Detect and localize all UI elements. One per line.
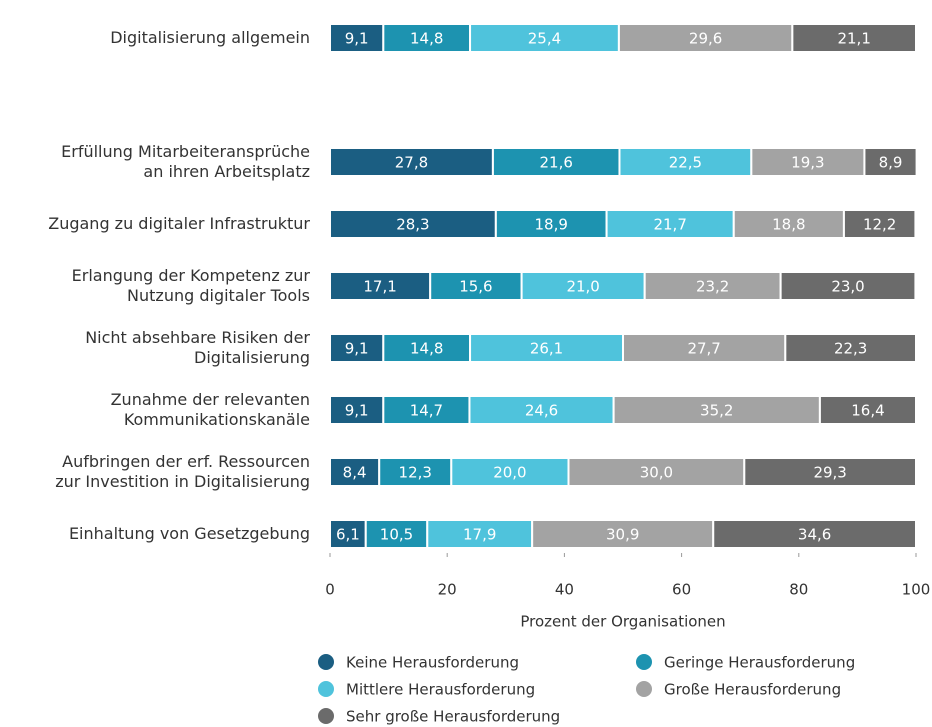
value-label: 23,2 [696, 278, 729, 296]
category-label: Digitalisierung allgemein [110, 28, 310, 47]
bar-segment [469, 23, 620, 53]
bar-segment [618, 147, 753, 177]
value-label: 8,4 [343, 464, 367, 482]
bar-segment [520, 271, 646, 301]
value-label: 21,7 [653, 216, 686, 234]
bar-segment [494, 209, 608, 239]
bar-segment [329, 271, 432, 301]
value-label: 28,3 [396, 216, 429, 234]
bar-segment [732, 209, 845, 239]
bar-segment [329, 23, 385, 53]
value-label: 16,4 [851, 402, 884, 420]
value-label: 23,0 [831, 278, 864, 296]
value-label: 6,1 [336, 526, 360, 544]
bar-segment [842, 209, 917, 239]
value-label: 18,8 [772, 216, 805, 234]
category-label: Erlangung der Kompetenz zur Nutzung digi… [71, 266, 310, 305]
legend-swatch [318, 708, 334, 724]
legend-label: Keine Herausforderung [346, 654, 519, 672]
value-label: 12,3 [399, 464, 432, 482]
legend-swatch [318, 681, 334, 697]
category-label: Aufbringen der erf. Ressourcen zur Inves… [55, 452, 310, 491]
category-label: Einhaltung von Gesetzgebung [68, 524, 310, 543]
category-label: Zugang zu digitaler Infrastruktur [48, 214, 310, 233]
legend-label: Große Herausforderung [664, 681, 841, 699]
value-label: 10,5 [380, 526, 413, 544]
x-tick-label: 60 [672, 581, 691, 599]
value-label: 22,5 [669, 154, 702, 172]
bar-segment [491, 147, 621, 177]
value-label: 18,9 [535, 216, 568, 234]
value-label: 29,3 [813, 464, 846, 482]
value-label: 20,0 [493, 464, 526, 482]
bar-segment [743, 457, 917, 487]
bar-segment [329, 147, 494, 177]
value-label: 15,6 [459, 278, 492, 296]
bar-segment [791, 23, 917, 53]
value-label: 35,2 [700, 402, 733, 420]
bar-segment [329, 333, 385, 363]
value-label: 19,3 [791, 154, 824, 172]
value-label: 14,7 [410, 402, 443, 420]
bar-segment [329, 457, 381, 487]
value-label: 9,1 [345, 402, 369, 420]
value-label: 14,8 [410, 30, 443, 48]
bar-segment [612, 395, 821, 425]
x-tick-label: 20 [438, 581, 457, 599]
bar-segment [426, 519, 534, 549]
value-label: 9,1 [345, 30, 369, 48]
value-label: 9,1 [345, 340, 369, 358]
value-label: 27,7 [687, 340, 720, 358]
bar-segment [469, 333, 624, 363]
value-label: 30,0 [640, 464, 673, 482]
bar-segment [863, 147, 918, 177]
value-label: 34,6 [798, 526, 831, 544]
value-label: 24,6 [525, 402, 558, 420]
bar-segment [450, 457, 570, 487]
value-label: 21,1 [837, 30, 870, 48]
value-label: 26,1 [530, 340, 563, 358]
value-label: 8,9 [879, 154, 903, 172]
x-tick-label: 100 [902, 581, 931, 599]
bar-segment [329, 209, 497, 239]
x-axis-label: Prozent der Organisationen [520, 613, 725, 631]
bar-segment [779, 271, 917, 301]
bar-segment [329, 519, 367, 549]
value-label: 17,1 [363, 278, 396, 296]
value-label: 14,8 [410, 340, 443, 358]
legend-label: Geringe Herausforderung [664, 654, 855, 672]
x-tick-label: 40 [555, 581, 574, 599]
value-label: 12,2 [863, 216, 896, 234]
legend-swatch [636, 681, 652, 697]
value-label: 21,0 [566, 278, 599, 296]
x-tick-label: 80 [789, 581, 808, 599]
bar-segment [382, 23, 472, 53]
bar-segment [712, 519, 918, 549]
bar-segment [622, 333, 787, 363]
value-label: 27,8 [395, 154, 428, 172]
bar-segment [818, 395, 917, 425]
legend-label: Sehr große Herausforderung [346, 708, 560, 726]
bar-segment [750, 147, 866, 177]
value-label: 30,9 [606, 526, 639, 544]
bar-segment [784, 333, 918, 363]
legend-swatch [636, 654, 652, 670]
x-tick-label: 0 [325, 581, 335, 599]
category-label: Erfüllung Mitarbeiteransprüche an ihren … [61, 142, 310, 181]
value-label: 25,4 [528, 30, 561, 48]
bar-segment [329, 395, 385, 425]
bar-segment [643, 271, 782, 301]
category-label: Zunahme der relevanten Kommunikationskan… [110, 390, 310, 429]
legend-label: Mittlere Herausforderung [346, 681, 535, 699]
value-label: 21,6 [539, 154, 572, 172]
value-label: 17,9 [463, 526, 496, 544]
category-label: Nicht absehbare Risiken der Digitalisier… [85, 328, 310, 367]
value-label: 22,3 [834, 340, 867, 358]
bar-segment [382, 395, 471, 425]
value-label: 29,6 [689, 30, 722, 48]
legend-swatch [318, 654, 334, 670]
